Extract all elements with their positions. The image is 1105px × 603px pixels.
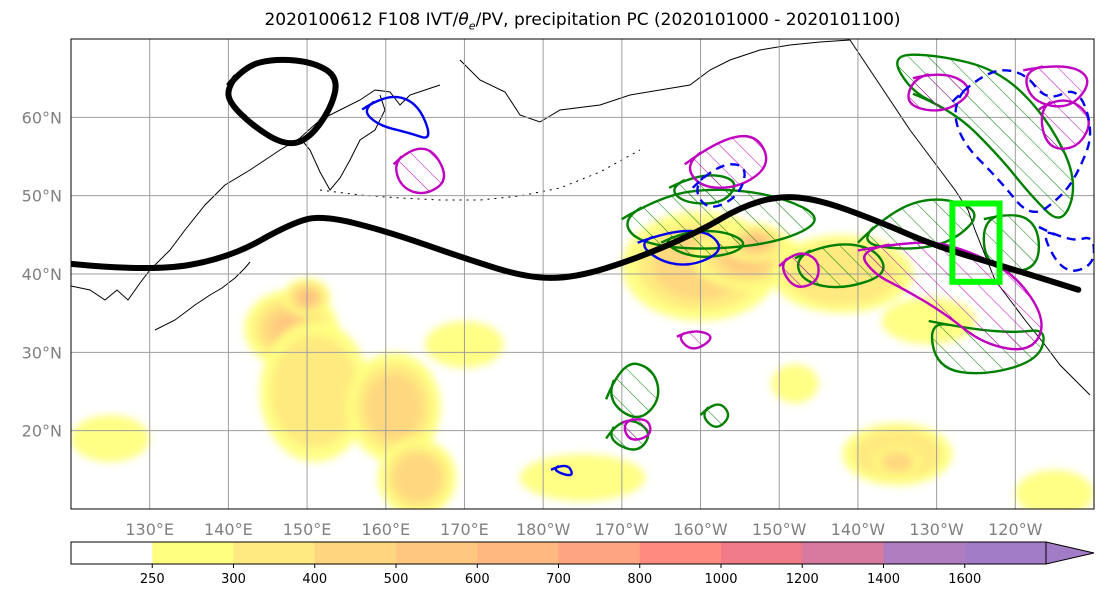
high-pressure-contour — [225, 56, 339, 147]
precip-region-7 — [604, 362, 660, 419]
coastline-kamchatka — [299, 94, 386, 191]
ivt-blob-2-level-1 — [270, 335, 360, 448]
theta-e-solid-0 — [361, 95, 430, 139]
pv-region-6 — [1038, 99, 1090, 150]
colorbar-swatch — [639, 542, 722, 564]
longitude-labels: 130°E 140°E 150°E 160°E 170°E 180°W 170°W 160°W… — [125, 520, 1042, 539]
theta-e-dashed-0 — [951, 69, 1092, 214]
theta-e-dashed-2 — [1038, 225, 1094, 272]
title-theta: θ — [458, 10, 469, 30]
ivt-blob-14-level-2 — [883, 452, 912, 472]
colorbar-tick-label: 400 — [302, 572, 327, 587]
lon-tick-label: 170°W — [595, 520, 650, 539]
map-frame — [70, 38, 1095, 510]
colorbar-swatch — [802, 542, 884, 564]
colorbar-swatch — [883, 542, 966, 564]
jet-stream-line — [71, 194, 1082, 293]
colorbar-extend-arrow — [1045, 541, 1095, 565]
lon-tick-label: 130°W — [909, 520, 964, 539]
lat-tick-label: 60°N — [22, 108, 62, 127]
colorbar-swatch — [477, 542, 559, 564]
pv-region-7 — [621, 417, 652, 441]
coastline-japan — [154, 261, 251, 331]
colorbar-swatch — [314, 542, 397, 564]
colorbar-tick-label: 600 — [465, 572, 490, 587]
chart-title: 2020100612 F108 IVT/θe/PV, precipitation… — [0, 10, 1105, 32]
ivt-blob-5-level-0 — [71, 415, 150, 462]
lon-tick-label: 150°E — [283, 520, 332, 539]
ivt-blob-12-level-0 — [771, 364, 819, 404]
title-main: 2020100612 F108 IVT/ — [264, 10, 459, 30]
lon-tick-label: 170°E — [440, 520, 489, 539]
ivt-blob-15-level-0 — [519, 454, 646, 502]
ivt-blob-3-level-2 — [365, 374, 422, 441]
colorbar-swatch — [152, 542, 234, 564]
colorbar-swatch — [721, 542, 803, 564]
lon-tick-label: 120°W — [988, 520, 1043, 539]
colorbar-swatch — [71, 542, 153, 564]
colorbar-tick-label: 700 — [546, 572, 571, 587]
lat-tick-label: 30°N — [22, 343, 62, 362]
colorbar-swatch — [233, 542, 316, 564]
pv-region-2 — [857, 241, 1043, 351]
colorbar-tick-label: 300 — [221, 572, 246, 587]
lon-tick-label: 140°W — [831, 520, 886, 539]
lon-tick-label: 160°E — [361, 520, 410, 539]
pv-region-3 — [778, 252, 820, 288]
colorbar-tick-label: 500 — [384, 572, 409, 587]
lat-tick-label: 50°N — [22, 187, 62, 206]
colorbar-tick-label: 1000 — [704, 572, 737, 587]
colorbar-swatch — [558, 542, 641, 564]
colorbar: 250 300 400 500 600 700 800 1000 1200 1400 1600 — [70, 541, 1095, 587]
latitude-labels: 20°N 30°N 40°N 50°N 60°N — [22, 108, 62, 440]
colorbar-tick-label: 800 — [627, 572, 652, 587]
colorbar-tick-label: 1400 — [867, 572, 900, 587]
lat-tick-label: 40°N — [22, 265, 62, 284]
contour-layer — [71, 53, 1094, 477]
lon-tick-label: 150°W — [752, 520, 807, 539]
ivt-blob-16-level-0 — [1015, 469, 1094, 509]
coastline-alaska — [459, 39, 851, 123]
colorbar-tick-label: 1200 — [786, 572, 819, 587]
colorbar-tick-label: 1600 — [948, 572, 981, 587]
lat-tick-label: 20°N — [22, 422, 62, 441]
pv-region-8 — [676, 330, 712, 350]
lon-tick-label: 130°E — [125, 520, 174, 539]
precip-region-9 — [699, 403, 730, 428]
lon-tick-label: 140°E — [204, 520, 253, 539]
target-region-box — [949, 200, 1003, 285]
pv-region-0 — [392, 147, 446, 195]
colorbar-tick-label: 250 — [140, 572, 165, 587]
title-subscript-e: e — [468, 19, 476, 33]
lon-tick-label: 160°W — [673, 520, 728, 539]
colorbar-swatch — [396, 542, 478, 564]
title-tail: /PV, precipitation PC (2020101000 - 2020… — [475, 10, 901, 30]
ivt-blob-4-level-2 — [393, 454, 441, 502]
colorbar-swatch — [964, 542, 1047, 564]
coastline-north-america — [849, 39, 1091, 396]
theta-e-solid-2 — [550, 464, 573, 477]
lon-tick-label: 180°W — [516, 520, 571, 539]
